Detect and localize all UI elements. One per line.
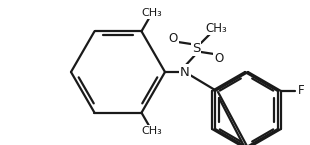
Text: CH₃: CH₃ [141,126,162,136]
Text: CH₃: CH₃ [141,8,162,18]
Text: O: O [168,31,178,45]
Text: N: N [180,66,190,78]
Text: S: S [192,41,200,55]
Text: O: O [215,51,224,65]
Text: CH₃: CH₃ [205,21,227,35]
Text: F: F [298,85,304,97]
